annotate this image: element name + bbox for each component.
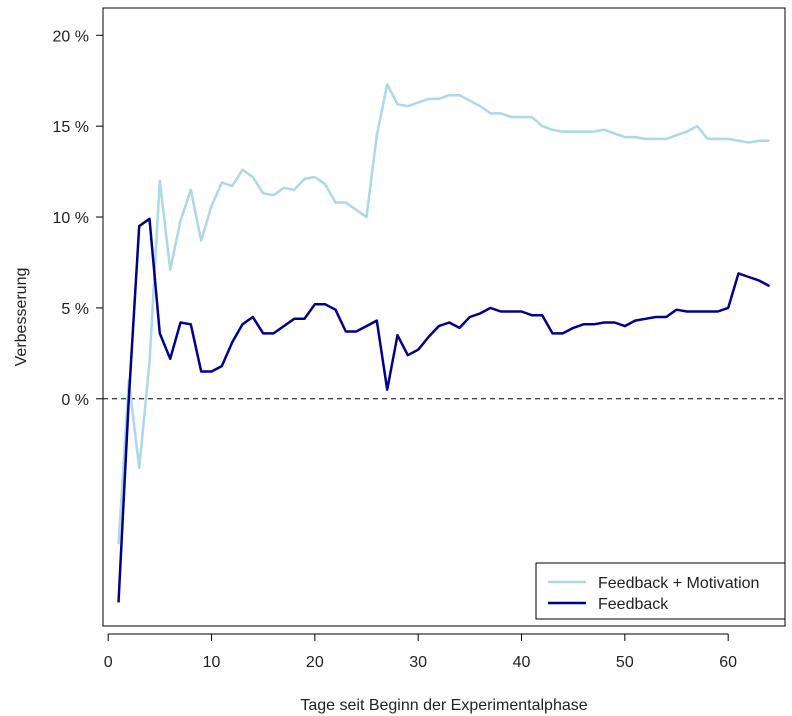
x-tick-label: 10: [203, 654, 221, 671]
plot-frame: [102, 7, 786, 627]
x-tick-label: 50: [616, 654, 634, 671]
legend-box: [535, 562, 786, 620]
x-tick-label: 60: [719, 654, 737, 671]
x-tick-label: 0: [104, 654, 113, 671]
y-tick-label: 0 %: [61, 392, 89, 409]
x-axis-title: Tage seit Beginn der Experimentalphase: [300, 697, 587, 714]
y-axis-title: Verbesserung: [13, 268, 30, 367]
series-line-feedback-motivation: [117, 83, 770, 545]
x-axis: 0 10 20 30 40 50 60: [104, 633, 737, 671]
series-layer: [117, 83, 771, 603]
y-tick-label: 20 %: [53, 28, 89, 45]
legend-label-feedback-motivation: Feedback + Motivation: [598, 575, 759, 592]
y-tick-label: 10 %: [53, 210, 89, 227]
y-tick-label: 5 %: [61, 301, 89, 318]
x-tick-label: 20: [306, 654, 324, 671]
x-tick-label: 30: [409, 654, 427, 671]
legend: Feedback + Motivation Feedback: [535, 562, 786, 620]
y-axis: 0 % 5 % 10 % 15 % 20 %: [53, 28, 103, 409]
y-tick-label: 15 %: [53, 119, 89, 136]
series-line-feedback: [117, 217, 771, 603]
legend-label-feedback: Feedback: [598, 596, 669, 613]
x-tick-label: 40: [513, 654, 531, 671]
